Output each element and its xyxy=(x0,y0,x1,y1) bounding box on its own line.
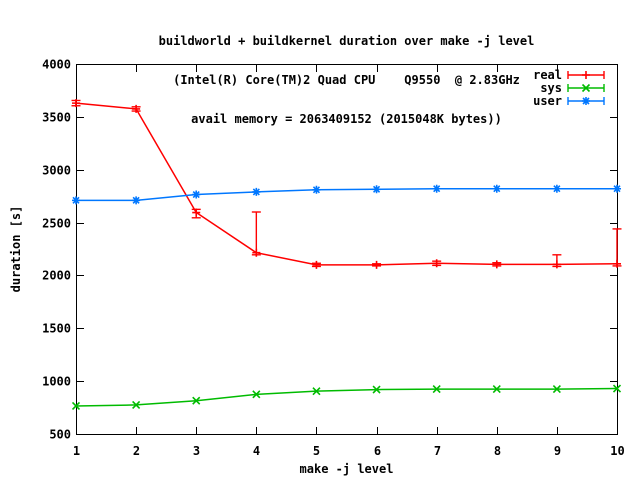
svg-text:3: 3 xyxy=(193,444,200,458)
svg-text:2: 2 xyxy=(133,444,140,458)
svg-text:6: 6 xyxy=(374,444,381,458)
y-axis-ticks: 500 1000 1500 2000 2500 3000 3500 4000 xyxy=(42,58,617,442)
svg-text:9: 9 xyxy=(554,444,561,458)
legend-item-sys: sys xyxy=(540,81,605,95)
svg-text:2500: 2500 xyxy=(42,217,71,231)
svg-text:4: 4 xyxy=(253,444,260,458)
svg-text:10: 10 xyxy=(610,444,624,458)
series-user xyxy=(72,184,621,205)
legend-item-real: real xyxy=(533,68,605,82)
chart-title-line-1: buildworld + buildkernel duration over m… xyxy=(158,34,535,48)
svg-text:7: 7 xyxy=(434,444,441,458)
chart-title: buildworld + buildkernel duration over m… xyxy=(76,9,617,152)
series-real xyxy=(71,99,622,269)
legend-item-user: user xyxy=(533,94,605,108)
svg-text:1: 1 xyxy=(73,444,80,458)
x-axis-ticks: 1 2 3 4 5 6 7 8 9 10 xyxy=(73,65,625,458)
chart-title-line-3: avail memory = 2063409152 (2015048K byte… xyxy=(191,112,502,126)
y-axis-label: duration [s] xyxy=(9,205,23,293)
svg-text:user: user xyxy=(533,94,562,108)
svg-text:3000: 3000 xyxy=(42,164,71,178)
svg-text:500: 500 xyxy=(49,428,71,442)
svg-text:3500: 3500 xyxy=(42,111,71,125)
x-axis-label: make -j level xyxy=(299,462,394,476)
series-sys xyxy=(71,384,622,411)
svg-text:sys: sys xyxy=(540,81,562,95)
svg-text:1000: 1000 xyxy=(42,375,71,389)
svg-text:1500: 1500 xyxy=(42,322,71,336)
svg-text:real: real xyxy=(533,68,562,82)
svg-text:5: 5 xyxy=(313,444,320,458)
chart-title-line-2: (Intel(R) Core(TM)2 Quad CPU Q9550 @ 2.8… xyxy=(173,73,520,87)
svg-text:4000: 4000 xyxy=(42,58,71,72)
svg-text:2000: 2000 xyxy=(42,269,71,283)
svg-text:8: 8 xyxy=(494,444,501,458)
